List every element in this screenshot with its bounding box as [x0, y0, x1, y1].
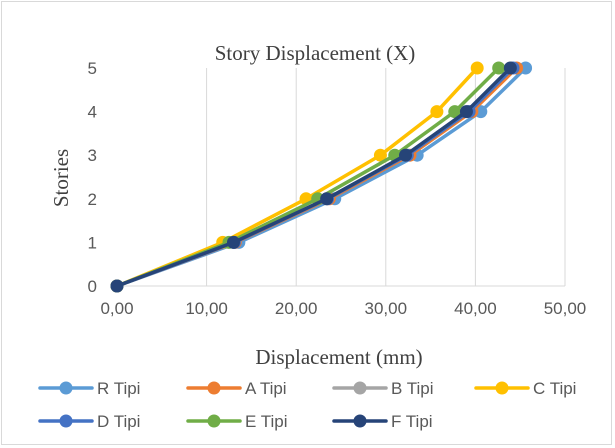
series-line	[115, 66, 513, 288]
x-tick-label: 0,00	[100, 299, 133, 318]
y-tick-label: 5	[88, 59, 97, 78]
series-a-tipi	[110, 61, 524, 293]
legend-label: E Tipi	[245, 412, 288, 431]
x-tick-label: 10,00	[185, 299, 228, 318]
legend-label: A Tipi	[245, 379, 287, 398]
data-point	[503, 61, 517, 75]
series-e-tipi	[110, 61, 506, 293]
data-point	[430, 105, 444, 119]
x-tick-label: 50,00	[544, 299, 587, 318]
series-line	[115, 66, 519, 288]
series-line	[115, 66, 514, 288]
series-c-tipi	[110, 61, 484, 293]
y-tick-label: 1	[88, 233, 97, 252]
series-f-tipi	[110, 61, 517, 293]
y-axis-label: Stories	[49, 149, 73, 207]
data-point	[459, 105, 473, 119]
series-line	[115, 66, 501, 288]
data-point	[448, 105, 462, 119]
data-point	[470, 61, 484, 75]
series-d-tipi	[110, 61, 520, 293]
data-point	[519, 61, 533, 75]
legend-swatch-marker	[207, 414, 221, 428]
chart-title: Story Displacement (X)	[215, 41, 416, 65]
legend-swatch-marker	[495, 381, 509, 395]
legend-item: R Tipi	[38, 379, 140, 398]
y-tick-label: 0	[88, 277, 97, 296]
series-line	[115, 66, 515, 288]
legend-swatch-marker	[353, 381, 367, 395]
legend-item: D Tipi	[38, 412, 140, 431]
data-point	[320, 192, 334, 206]
data-point	[399, 148, 413, 162]
legend-label: B Tipi	[391, 379, 434, 398]
y-tick-label: 3	[88, 146, 97, 165]
data-point	[226, 235, 240, 249]
legend-item: A Tipi	[186, 379, 287, 398]
x-tick-label: 40,00	[454, 299, 497, 318]
series-line	[115, 66, 479, 288]
data-point	[492, 61, 506, 75]
legend-label: R Tipi	[97, 379, 140, 398]
legend-swatch-marker	[207, 381, 221, 395]
data-point	[110, 279, 124, 293]
legend-label: D Tipi	[97, 412, 140, 431]
legend-item: C Tipi	[474, 379, 576, 398]
data-point	[373, 148, 387, 162]
y-tick-label: 2	[88, 190, 97, 209]
legend-swatch-marker	[353, 414, 367, 428]
series-b-tipi	[110, 61, 519, 293]
legend-swatch-marker	[59, 381, 73, 395]
x-tick-label: 30,00	[365, 299, 408, 318]
y-tick-label: 4	[88, 103, 97, 122]
legend-item: F Tipi	[332, 412, 433, 431]
x-tick-label: 20,00	[275, 299, 318, 318]
legend-item: B Tipi	[332, 379, 434, 398]
x-axis-label: Displacement (mm)	[255, 345, 422, 369]
legend-label: F Tipi	[391, 412, 433, 431]
legend-item: E Tipi	[186, 412, 288, 431]
legend-label: C Tipi	[533, 379, 576, 398]
legend-swatch-marker	[59, 414, 73, 428]
